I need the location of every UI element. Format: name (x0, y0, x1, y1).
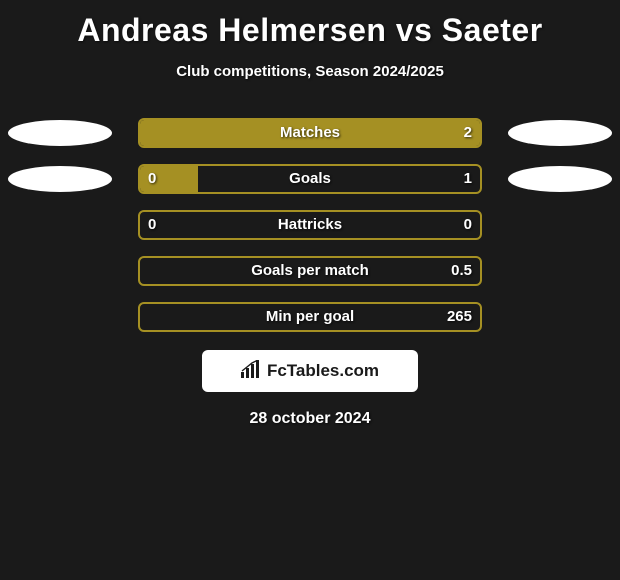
stat-label: Goals per match (140, 258, 480, 284)
stat-bar-track: 0Goals1 (138, 164, 482, 194)
stat-bar-track: Min per goal265 (138, 302, 482, 332)
brand-text: FcTables.com (267, 361, 379, 381)
stat-row: Min per goal265 (0, 302, 620, 332)
stat-bar-track: Matches2 (138, 118, 482, 148)
player-left-marker (8, 120, 112, 146)
comparison-chart: Matches20Goals10Hattricks0Goals per matc… (0, 118, 620, 332)
brand-chart-icon (241, 360, 261, 383)
stat-label: Min per goal (140, 304, 480, 330)
stat-label: Hattricks (140, 212, 480, 238)
stat-bar-track: Goals per match0.5 (138, 256, 482, 286)
page-title: Andreas Helmersen vs Saeter (0, 0, 620, 49)
player-right-marker (508, 120, 612, 146)
stat-label: Matches (140, 120, 480, 146)
page-subtitle: Club competitions, Season 2024/2025 (0, 63, 620, 80)
stat-bar-track: 0Hattricks0 (138, 210, 482, 240)
stat-row: Goals per match0.5 (0, 256, 620, 286)
stat-value-right: 265 (447, 304, 472, 330)
player-right-marker (508, 166, 612, 192)
date-label: 28 october 2024 (0, 410, 620, 428)
stat-row: 0Goals1 (0, 164, 620, 194)
stat-row: 0Hattricks0 (0, 210, 620, 240)
stat-label: Goals (140, 166, 480, 192)
brand-box: FcTables.com (202, 350, 418, 392)
player-left-marker (8, 166, 112, 192)
stat-value-right: 0 (464, 212, 472, 238)
stat-value-right: 2 (464, 120, 472, 146)
stat-value-right: 0.5 (451, 258, 472, 284)
stat-value-right: 1 (464, 166, 472, 192)
stat-row: Matches2 (0, 118, 620, 148)
